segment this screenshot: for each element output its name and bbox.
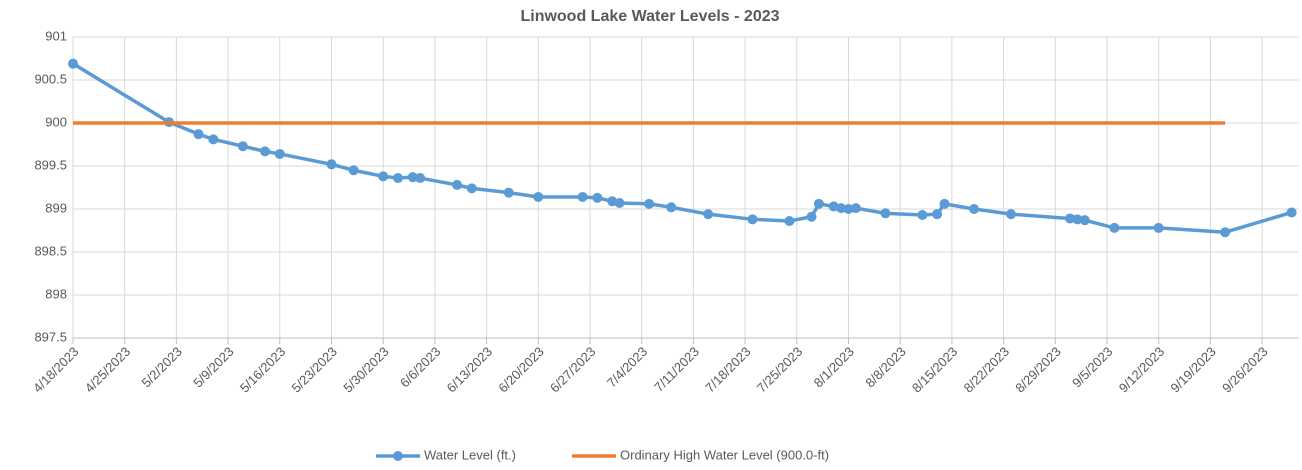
x-tick-label: 7/11/2023 (651, 344, 702, 395)
data-point (747, 214, 758, 225)
data-point (392, 173, 403, 184)
data-point (614, 197, 625, 208)
legend-marker (393, 451, 403, 461)
data-point (1079, 215, 1090, 226)
data-point (592, 192, 603, 203)
x-tick-label: 8/15/2023 (909, 344, 961, 396)
y-tick-label: 899.5 (34, 157, 67, 172)
data-point (666, 202, 677, 213)
y-tick-label: 898.5 (34, 243, 67, 258)
x-tick-label: 7/18/2023 (702, 344, 754, 396)
x-tick-label: 8/1/2023 (811, 344, 857, 390)
data-point (193, 129, 204, 140)
data-point (836, 203, 847, 214)
data-point (274, 148, 285, 159)
data-point (466, 183, 477, 194)
data-point (378, 171, 389, 182)
data-point (260, 146, 271, 157)
data-point (1065, 213, 1076, 224)
data-point (917, 210, 928, 221)
data-point (237, 141, 248, 152)
data-point (415, 173, 426, 184)
data-point (503, 187, 514, 198)
x-tick-label: 4/18/2023 (30, 344, 82, 396)
data-point (1153, 222, 1164, 233)
data-point (1072, 214, 1083, 225)
data-point (533, 191, 544, 202)
data-point (813, 198, 824, 209)
x-tick-label: 5/16/2023 (237, 344, 289, 396)
y-tick-label: 898 (45, 286, 67, 301)
y-tick-label: 900.5 (34, 71, 67, 86)
legend-label: Water Level (ft.) (424, 447, 516, 462)
x-tick-label: 5/23/2023 (289, 344, 341, 396)
x-tick-label: 7/4/2023 (604, 344, 650, 390)
data-point (1286, 207, 1297, 218)
x-tick-label: 6/13/2023 (444, 344, 496, 396)
data-point (939, 198, 950, 209)
x-tick-label: 5/2/2023 (139, 344, 185, 390)
x-tick-label: 8/29/2023 (1012, 344, 1064, 396)
data-point (348, 165, 359, 176)
data-point (644, 198, 655, 209)
data-point (1220, 227, 1231, 238)
data-point (208, 134, 219, 145)
data-point (806, 211, 817, 222)
x-tick-label: 9/26/2023 (1219, 344, 1271, 396)
data-point (784, 216, 795, 227)
y-tick-label: 897.5 (34, 329, 67, 344)
data-point (326, 159, 337, 170)
data-point (1109, 222, 1120, 233)
data-point (407, 172, 418, 183)
data-point (1005, 209, 1016, 220)
x-tick-label: 6/20/2023 (495, 344, 547, 396)
x-tick-label: 4/25/2023 (82, 344, 134, 396)
data-point (932, 209, 943, 220)
x-tick-label: 6/6/2023 (397, 344, 443, 390)
legend-label: Ordinary High Water Level (900.0-ft) (620, 447, 829, 462)
x-tick-label: 6/27/2023 (547, 344, 599, 396)
data-point (68, 58, 78, 69)
x-tick-label: 5/9/2023 (190, 344, 236, 390)
data-point (969, 204, 980, 214)
y-tick-label: 901 (45, 28, 67, 43)
x-tick-label: 8/8/2023 (862, 344, 908, 390)
series-line (72, 62, 1293, 234)
data-point (577, 191, 588, 202)
data-point (843, 204, 854, 214)
data-point (850, 203, 861, 214)
y-tick-label: 900 (45, 114, 67, 129)
data-point (452, 179, 463, 190)
x-tick-label: 7/25/2023 (754, 344, 806, 396)
x-tick-label: 9/12/2023 (1116, 344, 1168, 396)
x-tick-label: 5/30/2023 (340, 344, 392, 396)
x-tick-label: 9/19/2023 (1167, 344, 1219, 396)
x-tick-label: 8/22/2023 (961, 344, 1013, 396)
data-point (880, 208, 891, 219)
x-tick-label: 9/5/2023 (1069, 344, 1115, 390)
chart-title: Linwood Lake Water Levels - 2023 (520, 8, 779, 25)
y-tick-label: 899 (45, 200, 67, 215)
data-point (703, 209, 714, 220)
